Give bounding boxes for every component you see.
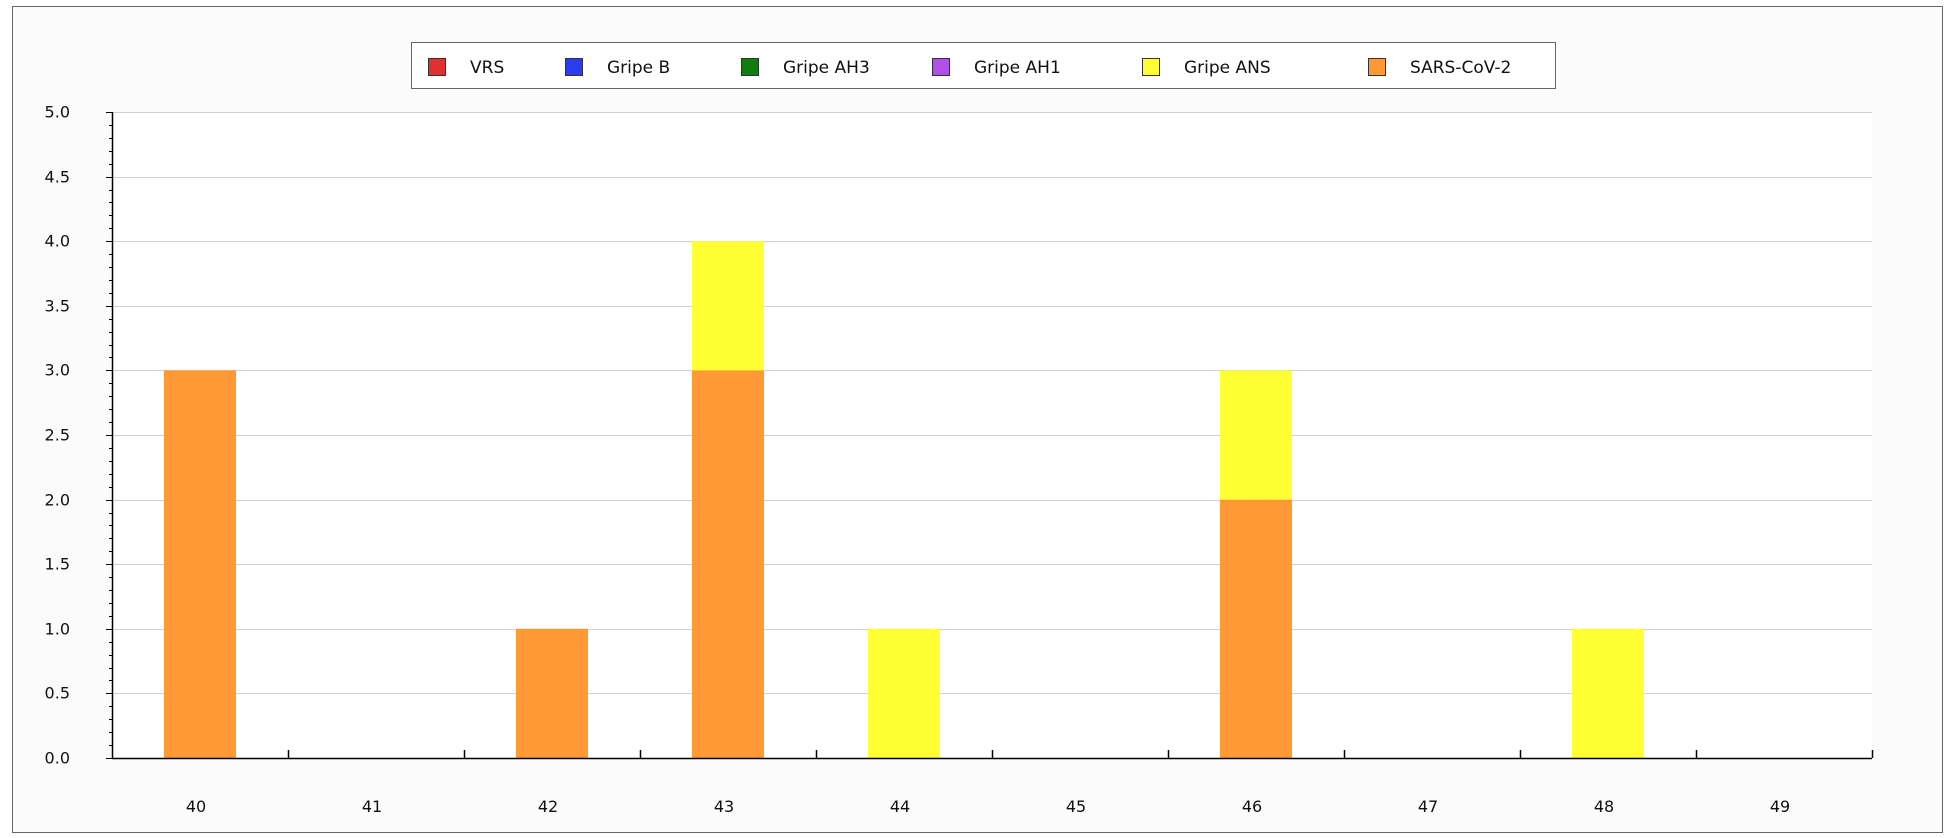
y-tick-label: 4.0	[45, 232, 70, 251]
axes: 0.0 0.5 1.0 1.5 2.0 2.5 3.0 3.5 4.0 4.5 5.0 40 41 42 4…	[45, 103, 1874, 816]
x-tick-label: 47	[1418, 797, 1438, 816]
x-tick-label: 45	[1066, 797, 1086, 816]
legend-label: VRS	[470, 58, 504, 78]
legend: VRS Gripe B Gripe AH3 Gripe AH1 Gripe ANS SAR…	[411, 42, 1556, 89]
bars	[164, 241, 1644, 758]
y-tick-label: 2.5	[45, 426, 70, 445]
y-tick-label: 1.5	[45, 555, 70, 574]
legend-swatch	[1368, 58, 1386, 76]
y-tick-label: 1.0	[45, 620, 70, 639]
legend-swatch	[428, 58, 446, 76]
y-tick-label: 3.5	[45, 297, 70, 316]
legend-label: Gripe AH3	[783, 58, 870, 78]
legend-label: SARS-CoV-2	[1410, 58, 1511, 78]
legend-swatch	[1142, 58, 1160, 76]
bar-segment-gripe-ans	[1572, 628, 1644, 758]
x-tick-label: 44	[890, 797, 910, 816]
bar-segment-sars-cov-2	[516, 628, 588, 758]
legend-label: Gripe B	[607, 58, 670, 78]
bar-segment-gripe-ans	[692, 241, 764, 371]
bar-segment-sars-cov-2	[164, 370, 236, 758]
x-tick-label: 48	[1594, 797, 1614, 816]
bar-segment-gripe-ans	[868, 628, 940, 758]
y-tick-label: 0.5	[45, 684, 70, 703]
gridlines	[112, 112, 1872, 694]
legend-label: Gripe ANS	[1184, 58, 1271, 78]
y-tick-label: 4.5	[45, 168, 70, 187]
bar-segment-sars-cov-2	[1220, 499, 1292, 758]
x-tick-label: 41	[362, 797, 382, 816]
x-tick-label: 46	[1242, 797, 1262, 816]
legend-label: Gripe AH1	[974, 58, 1061, 78]
y-tick-label: 3.0	[45, 361, 70, 380]
y-tick-label: 5.0	[45, 103, 70, 122]
legend-swatch	[932, 58, 950, 76]
bar-segment-gripe-ans	[1220, 370, 1292, 500]
legend-box	[411, 42, 1556, 89]
y-tick-label: 0.0	[45, 749, 70, 768]
x-tick-label: 43	[714, 797, 734, 816]
bar-segment-sars-cov-2	[692, 370, 764, 758]
y-tick-label: 2.0	[45, 491, 70, 510]
x-tick-label: 42	[538, 797, 558, 816]
x-tick-label: 40	[186, 797, 206, 816]
legend-swatch	[741, 58, 759, 76]
legend-swatch	[565, 58, 583, 76]
x-tick-label: 49	[1770, 797, 1790, 816]
